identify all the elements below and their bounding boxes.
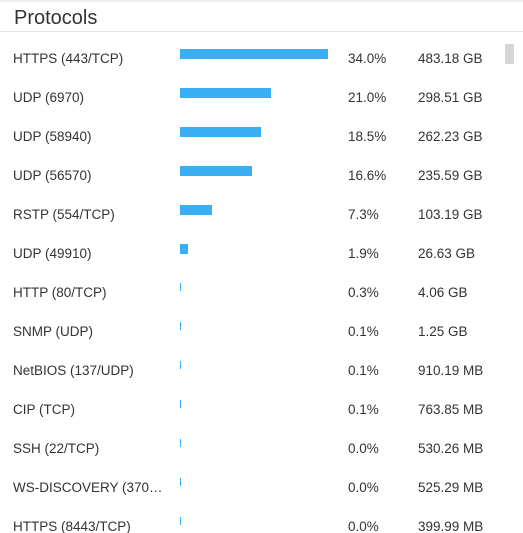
protocol-row[interactable]: HTTPS (443/TCP) 34.0% 483.18 GB: [0, 39, 500, 78]
protocol-name: HTTP (80/TCP): [13, 285, 107, 300]
protocol-row[interactable]: HTTP (80/TCP) 0.3% 4.06 GB: [0, 273, 500, 312]
share-bar: [180, 517, 181, 525]
protocol-row[interactable]: SSH (22/TCP) 0.0% 530.26 MB: [0, 429, 500, 468]
protocol-name: UDP (6970): [13, 90, 85, 105]
traffic-volume: 4.06 GB: [418, 285, 468, 300]
traffic-volume: 525.29 MB: [418, 480, 484, 495]
share-bar: [180, 322, 181, 330]
share-percent: 16.6%: [348, 168, 387, 183]
protocol-name: SNMP (UDP): [13, 324, 94, 339]
protocol-row[interactable]: SNMP (UDP) 0.1% 1.25 GB: [0, 312, 500, 351]
share-bar-track: [180, 49, 328, 59]
protocol-name: NetBIOS (137/UDP): [13, 363, 134, 378]
protocol-name: CIP (TCP): [13, 402, 76, 417]
protocol-name: UDP (49910): [13, 246, 92, 261]
share-percent: 0.0%: [348, 519, 379, 533]
traffic-volume: 26.63 GB: [418, 246, 476, 261]
share-bar: [180, 283, 181, 291]
share-bar: [180, 439, 181, 447]
protocol-name: UDP (56570): [13, 168, 92, 183]
protocol-row[interactable]: RSTP (554/TCP) 7.3% 103.19 GB: [0, 195, 500, 234]
share-bar: [180, 127, 261, 137]
protocol-name: HTTPS (8443/TCP): [13, 519, 131, 533]
protocol-name: RSTP (554/TCP): [13, 207, 115, 222]
share-bar: [180, 49, 328, 59]
share-percent: 0.0%: [348, 441, 379, 456]
share-percent: 0.1%: [348, 402, 379, 417]
protocol-row[interactable]: NetBIOS (137/UDP) 0.1% 910.19 MB: [0, 351, 500, 390]
share-percent: 21.0%: [348, 90, 387, 105]
traffic-volume: 1.25 GB: [418, 324, 468, 339]
share-percent: 18.5%: [348, 129, 387, 144]
protocol-name: SSH (22/TCP): [13, 441, 100, 456]
share-bar-track: [180, 439, 328, 449]
traffic-volume: 298.51 GB: [418, 90, 483, 105]
share-percent: 0.3%: [348, 285, 379, 300]
protocol-row[interactable]: CIP (TCP) 0.1% 763.85 MB: [0, 390, 500, 429]
share-bar-track: [180, 322, 328, 332]
share-bar-track: [180, 283, 328, 293]
share-bar: [180, 478, 181, 486]
share-bar: [180, 361, 181, 369]
share-bar-track: [180, 244, 328, 254]
share-bar: [180, 205, 212, 215]
share-bar: [180, 88, 271, 98]
share-bar: [180, 400, 181, 408]
protocol-name: HTTPS (443/TCP): [13, 51, 124, 66]
share-bar: [180, 244, 188, 254]
protocol-name: WS-DISCOVERY (370…: [13, 480, 163, 495]
protocol-row[interactable]: WS-DISCOVERY (370… 0.0% 525.29 MB: [0, 468, 500, 507]
share-bar-track: [180, 127, 328, 137]
share-percent: 7.3%: [348, 207, 379, 222]
share-percent: 0.1%: [348, 363, 379, 378]
traffic-volume: 235.59 GB: [418, 168, 483, 183]
panel-title: Protocols: [14, 7, 98, 29]
share-percent: 1.9%: [348, 246, 379, 261]
share-bar-track: [180, 361, 328, 371]
traffic-volume: 399.99 MB: [418, 519, 484, 533]
traffic-volume: 483.18 GB: [418, 51, 483, 66]
protocol-row[interactable]: HTTPS (8443/TCP) 0.0% 399.99 MB: [0, 507, 500, 533]
protocol-name: UDP (58940): [13, 129, 92, 144]
traffic-volume: 910.19 MB: [418, 363, 484, 378]
share-percent: 0.0%: [348, 480, 379, 495]
share-bar-track: [180, 88, 328, 98]
share-bar-track: [180, 205, 328, 215]
top-border: [0, 0, 523, 2]
protocol-list: HTTPS (443/TCP) 34.0% 483.18 GB UDP (6970) 2…: [0, 35, 500, 533]
traffic-volume: 262.23 GB: [418, 129, 483, 144]
share-percent: 0.1%: [348, 324, 379, 339]
title-divider: [0, 31, 523, 32]
traffic-volume: 530.26 MB: [418, 441, 484, 456]
share-bar-track: [180, 166, 328, 176]
share-bar-track: [180, 400, 328, 410]
protocol-row[interactable]: UDP (49910) 1.9% 26.63 GB: [0, 234, 500, 273]
share-bar-track: [180, 478, 328, 488]
vertical-scrollbar[interactable]: [505, 44, 514, 533]
protocol-row[interactable]: UDP (58940) 18.5% 262.23 GB: [0, 117, 500, 156]
protocol-row[interactable]: UDP (56570) 16.6% 235.59 GB: [0, 156, 500, 195]
share-bar: [180, 166, 252, 176]
scrollbar-thumb[interactable]: [505, 44, 514, 64]
traffic-volume: 103.19 GB: [418, 207, 483, 222]
share-bar-track: [180, 517, 328, 527]
traffic-volume: 763.85 MB: [418, 402, 484, 417]
protocol-row[interactable]: UDP (6970) 21.0% 298.51 GB: [0, 78, 500, 117]
share-percent: 34.0%: [348, 51, 387, 66]
